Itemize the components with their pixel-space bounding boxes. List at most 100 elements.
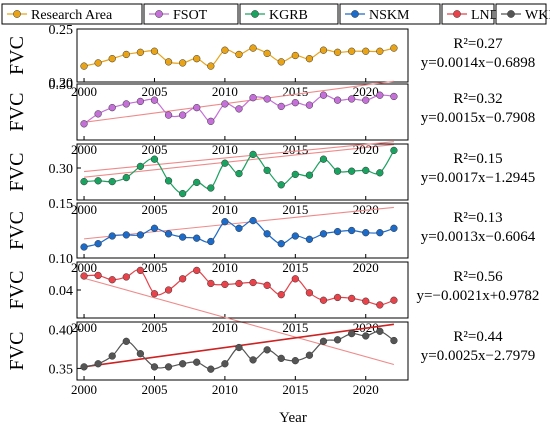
data-point (136, 350, 145, 358)
data-point (376, 47, 384, 55)
legend-label: FSOT (173, 8, 208, 23)
data-point (150, 363, 159, 371)
data-point (348, 294, 356, 303)
x-tick-label: 2005 (141, 84, 167, 99)
data-point (291, 170, 299, 179)
data-point (108, 55, 116, 63)
y-axis-label: FVC (6, 332, 28, 371)
data-point (348, 47, 356, 55)
legend-box (239, 3, 339, 25)
data-point (221, 218, 229, 226)
data-point (348, 329, 356, 338)
data-point (80, 120, 88, 128)
data-point (207, 62, 215, 70)
data-point (80, 243, 88, 251)
panel-kgrb: FVC 0.30 2000 2005 2010 2015 2020 R²=0.15 y=0.00… (6, 141, 535, 217)
trend-line (83, 80, 394, 123)
data-point (122, 337, 130, 345)
data-point (376, 169, 384, 177)
data-point (305, 55, 314, 63)
data-point (348, 95, 356, 103)
data-point (291, 357, 299, 365)
data-point (164, 177, 173, 185)
r2-annotation: R²=0.32 (453, 91, 502, 107)
data-point (108, 232, 116, 240)
data-point (108, 352, 116, 360)
data-point (150, 47, 159, 55)
x-tick-label: 2015 (282, 320, 308, 335)
r2-annotation: R²=0.13 (453, 210, 502, 226)
legend-item-nskm: NSKM (339, 3, 441, 25)
data-point (348, 167, 356, 175)
legend-item-wkrb: WKRB (495, 3, 550, 25)
data-point (178, 233, 187, 241)
data-point (94, 360, 102, 368)
data-point (390, 146, 398, 155)
data-point (150, 96, 159, 104)
legend-marker (251, 10, 259, 18)
data-point (333, 336, 342, 344)
data-point (136, 48, 145, 56)
x-tick-label: 2020 (353, 142, 379, 157)
data-point (277, 240, 285, 248)
data-point (263, 49, 271, 58)
data-point (277, 102, 285, 111)
data-point (362, 229, 370, 237)
panel-lnd: FVC 0.04 2000 2005 2010 2015 2020 R²=0.56 y=−0.0… (6, 261, 539, 366)
x-axis-label: Year (279, 410, 307, 426)
data-point (164, 111, 173, 119)
data-point (207, 117, 215, 125)
legend-marker (453, 10, 461, 18)
data-point (108, 177, 116, 186)
data-point (164, 58, 173, 66)
data-point (277, 291, 285, 299)
data-point (178, 189, 187, 198)
x-tick-label: 2000 (71, 260, 97, 275)
y-tick-label: 0.10 (49, 252, 74, 267)
data-point (263, 230, 271, 238)
data-point (333, 96, 342, 104)
trend-line (83, 277, 395, 366)
data-point (390, 336, 398, 345)
y-axis-label: FVC (6, 36, 28, 75)
data-point (193, 358, 201, 366)
x-tick-label: 2020 (353, 202, 379, 217)
data-point (390, 92, 398, 101)
data-point (376, 327, 384, 335)
data-point (150, 224, 159, 232)
data-point (221, 100, 229, 108)
equation-annotation: y=0.0025x−2.7979 (421, 348, 535, 364)
data-point (108, 103, 116, 112)
data-point (221, 360, 229, 368)
x-tick-label: 2000 (71, 142, 97, 157)
r2-annotation: R²=0.15 (453, 151, 502, 167)
data-point (136, 266, 145, 275)
equation-annotation: y=0.0015x−0.7908 (421, 110, 535, 126)
data-point (122, 273, 130, 281)
data-point (390, 296, 398, 304)
legend-box (143, 3, 239, 25)
x-tick-label: 2015 (282, 260, 308, 275)
data-point (362, 166, 370, 175)
data-point (193, 266, 201, 275)
data-point (150, 155, 159, 163)
data-point (80, 177, 88, 186)
data-point (235, 169, 243, 178)
data-point (319, 46, 328, 54)
trend-line (83, 206, 394, 240)
x-tick-label: 2000 (71, 202, 97, 217)
equation-annotation: y=0.0013x−0.6064 (421, 229, 536, 245)
panel-frame (76, 83, 409, 141)
x-tick-label: 2015 (282, 202, 308, 217)
data-point (207, 184, 215, 192)
data-point (178, 111, 187, 119)
data-point (136, 231, 145, 239)
data-point (249, 356, 257, 364)
y-tick-label: 0.30 (49, 78, 74, 93)
legend-box (339, 3, 441, 25)
data-point (319, 91, 328, 99)
x-tick-label: 2000 (71, 84, 97, 99)
x-tick-label: 2010 (212, 382, 238, 397)
x-tick-label: 2010 (212, 142, 238, 157)
